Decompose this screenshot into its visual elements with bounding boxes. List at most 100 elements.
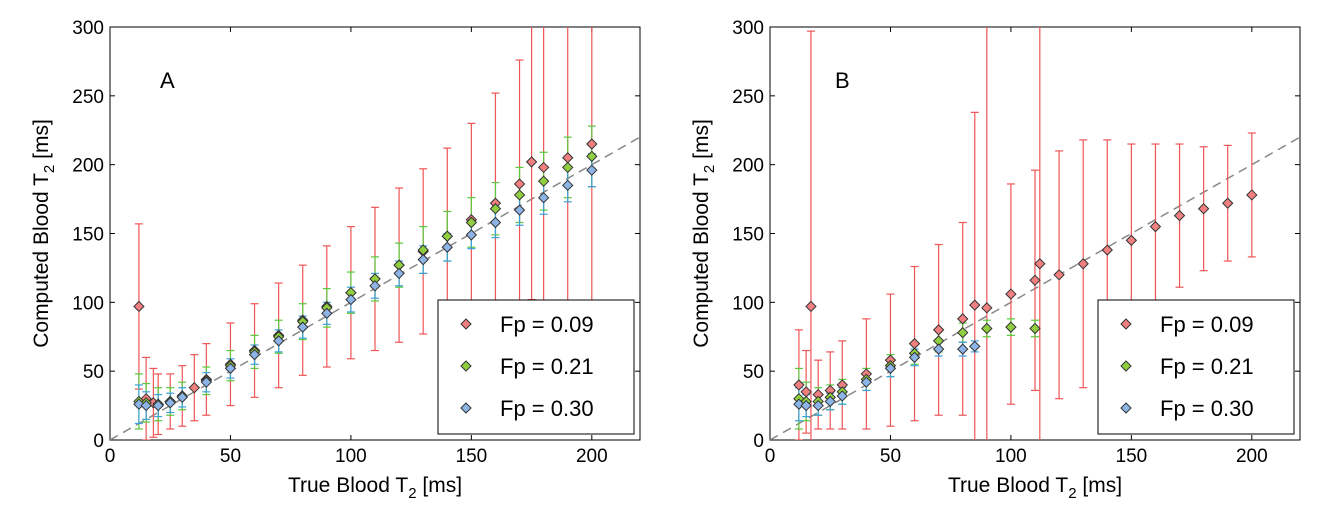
data-point (932, 324, 945, 336)
data-point (321, 307, 333, 320)
chart-panel-b: 0 50 100 150 200 0 50 100 150 200 250 300 True Blood… (690, 18, 1301, 502)
data-point (513, 189, 526, 201)
markers-series-3 (793, 340, 981, 412)
data-point (1149, 220, 1162, 233)
y-tick-label: 250 (72, 87, 104, 108)
data-point (793, 379, 805, 391)
data-point (1029, 322, 1041, 335)
data-point (140, 399, 152, 412)
legend-marker (460, 318, 472, 330)
data-point (1005, 288, 1017, 300)
data-point (1101, 244, 1113, 256)
data-point (345, 293, 357, 306)
data-point (489, 216, 502, 229)
data-point (152, 399, 164, 412)
x-tick-label: 50 (220, 446, 241, 467)
y-axis-label: Computed Blood T2 [ms] (690, 119, 718, 348)
y-tick-label: 200 (732, 156, 764, 177)
data-point (1125, 234, 1138, 247)
data-point (1077, 258, 1089, 270)
x-axis-label: True Blood T2 [ms] (948, 474, 1122, 502)
legend-label: Fp = 0.30 (1160, 396, 1254, 421)
y-tick-label: 300 (732, 18, 764, 39)
legend-label: Fp = 0.21 (1160, 354, 1254, 379)
legend-marker (1120, 360, 1132, 372)
data-point (133, 300, 145, 313)
plot-area-a (110, 27, 640, 440)
x-tick-label: 150 (456, 446, 488, 467)
plot-area-b (770, 27, 1300, 440)
data-point (248, 348, 261, 361)
data-point (562, 179, 574, 192)
data-point (562, 161, 574, 174)
y-tick-label: 100 (732, 293, 764, 314)
data-point (1197, 203, 1210, 215)
x-tick-label: 200 (1236, 446, 1268, 467)
data-point (537, 191, 550, 204)
legend-label: Fp = 0.09 (1160, 312, 1254, 337)
y-tick-label: 50 (83, 362, 104, 383)
data-point (957, 326, 969, 339)
legend-label: Fp = 0.21 (500, 354, 594, 379)
y-axis-label: Computed Blood T2 [ms] (30, 119, 58, 348)
legend-label: Fp = 0.30 (500, 396, 594, 421)
data-point (800, 399, 812, 412)
x-tick-label: 200 (576, 446, 608, 467)
data-point (908, 351, 921, 364)
x-tick-label: 0 (765, 446, 776, 467)
chart-panel-a: 0 50 100 150 200 0 50 100 150 200 250 300 True Blood… (30, 18, 641, 502)
markers-series-3 (133, 164, 598, 412)
data-point (1222, 197, 1234, 209)
data-point (1053, 269, 1065, 281)
x-tick-label: 0 (105, 446, 116, 467)
data-point (441, 230, 453, 242)
markers-series-1 (793, 189, 1258, 401)
data-point (465, 229, 478, 241)
data-point (805, 300, 817, 313)
y-tick-label: 150 (732, 225, 764, 246)
data-point (957, 313, 969, 325)
y-tick-label: 50 (743, 362, 764, 383)
legend-marker (1120, 318, 1132, 330)
data-point (465, 216, 478, 229)
data-point (133, 398, 145, 410)
data-point (188, 381, 201, 394)
y-tick-label: 300 (72, 18, 104, 39)
x-tick-label: 150 (1116, 446, 1148, 467)
data-point (586, 150, 598, 163)
panel-label: B (835, 68, 850, 93)
legend-a: Fp = 0.09 Fp = 0.21 Fp = 0.30 (437, 299, 635, 435)
data-point (176, 391, 188, 404)
legend-b: Fp = 0.09 Fp = 0.21 Fp = 0.30 (1097, 299, 1295, 435)
y-tick-label: 250 (732, 87, 764, 108)
y-tick-label: 0 (753, 431, 764, 452)
data-point (417, 253, 429, 266)
legend-marker (460, 360, 472, 372)
data-point (836, 390, 848, 402)
data-point (812, 399, 824, 412)
data-point (1029, 274, 1041, 287)
legend-marker (1120, 402, 1132, 414)
data-point (537, 175, 550, 187)
data-point (297, 321, 309, 333)
data-point (513, 178, 526, 190)
data-point (969, 340, 981, 353)
data-point (932, 343, 945, 355)
data-point (969, 299, 981, 311)
data-point (200, 376, 213, 388)
data-point (369, 280, 381, 292)
panel-label: A (160, 68, 175, 93)
data-point (981, 302, 993, 314)
data-point (164, 397, 176, 409)
data-point (393, 267, 405, 280)
data-point (1034, 258, 1046, 270)
data-point (441, 241, 453, 253)
y-tick-label: 200 (72, 156, 104, 177)
data-point (957, 343, 969, 355)
x-tick-label: 100 (335, 446, 367, 467)
data-point (1246, 189, 1258, 201)
data-point (586, 164, 598, 176)
legend-marker (460, 402, 472, 414)
data-point (884, 362, 897, 375)
